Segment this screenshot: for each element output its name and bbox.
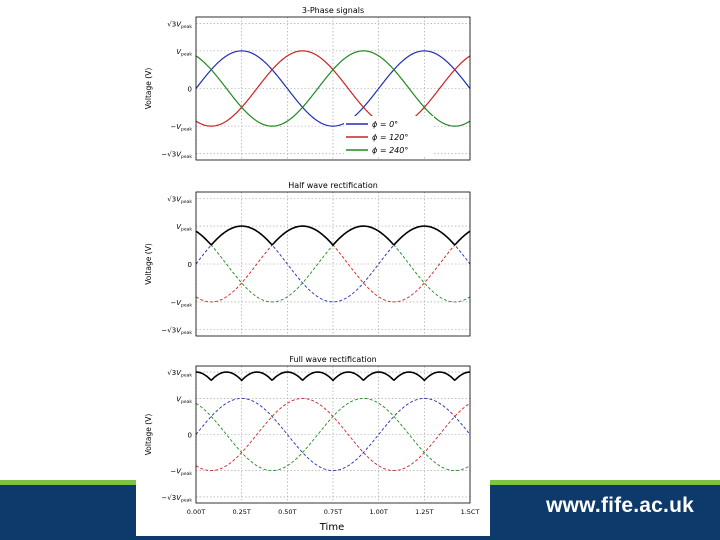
y-tick-label: 0 bbox=[188, 261, 192, 269]
series-line-rectified bbox=[195, 371, 471, 382]
legend-label: ϕ = 0° bbox=[372, 120, 398, 129]
legend-label: ϕ = 240° bbox=[372, 146, 408, 155]
y-tick-label: √3Vpeak bbox=[167, 369, 192, 379]
y-tick-label: −Vpeak bbox=[170, 299, 192, 309]
y-tick-label: −√3Vpeak bbox=[161, 494, 192, 504]
y-axis-label: Voltage (V) bbox=[144, 243, 153, 285]
y-tick-label: Vpeak bbox=[176, 223, 192, 233]
chart-title: Full wave rectification bbox=[289, 355, 376, 364]
legend-label: ϕ = 120° bbox=[372, 133, 408, 142]
x-tick-label: 1.25T bbox=[415, 508, 433, 516]
three-phase-figure: 3-Phase signals Voltage (V) √3Vpeak Vpeak 0 −… bbox=[144, 6, 479, 533]
y-tick-label: Vpeak bbox=[176, 395, 192, 405]
x-tick-label: 0.75T bbox=[324, 508, 342, 516]
x-tick-label: 0.25T bbox=[232, 508, 250, 516]
chart-title: Half wave rectification bbox=[288, 181, 378, 190]
plot-frame bbox=[195, 191, 471, 337]
y-tick-label: 0 bbox=[188, 432, 192, 440]
x-tick-label: 0.50T bbox=[278, 508, 296, 516]
plot-half-wave-rectification: Half wave rectification Voltage (V) √3Vpea… bbox=[144, 181, 471, 337]
y-axis-label: Voltage (V) bbox=[144, 414, 153, 456]
series-line-phase-240 bbox=[195, 397, 471, 472]
series-line-rectified bbox=[195, 225, 471, 247]
plot-full-wave-rectification: Full wave rectification Voltage (V) √3Vpea… bbox=[144, 355, 479, 516]
y-tick-label: −Vpeak bbox=[170, 468, 192, 478]
y-axis-label: Voltage (V) bbox=[144, 68, 153, 110]
plot-frame bbox=[195, 365, 471, 504]
series-line-phase-0 bbox=[195, 50, 471, 127]
chart-title: 3-Phase signals bbox=[302, 6, 364, 15]
x-tick-label: 1.00T bbox=[369, 508, 387, 516]
series-line-phase-240 bbox=[195, 50, 471, 127]
y-tick-label: 0 bbox=[188, 86, 192, 94]
footer-url[interactable]: www.fife.ac.uk bbox=[546, 494, 694, 517]
y-tick-label: Vpeak bbox=[176, 48, 192, 58]
x-tick-label: 1.5CT bbox=[461, 508, 480, 516]
figure-panel: 3-Phase signals Voltage (V) √3Vpeak Vpeak 0 −… bbox=[136, 0, 490, 536]
plot-frame bbox=[195, 16, 471, 161]
x-axis-label: Time bbox=[319, 522, 344, 533]
y-tick-label: √3Vpeak bbox=[167, 195, 192, 205]
y-tick-label: −Vpeak bbox=[170, 123, 192, 133]
y-tick-label: √3Vpeak bbox=[167, 20, 192, 30]
y-tick-label: −√3Vpeak bbox=[161, 151, 192, 161]
plot-three-phase-signals: 3-Phase signals Voltage (V) √3Vpeak Vpeak 0 −… bbox=[144, 6, 471, 161]
y-tick-label: −√3Vpeak bbox=[161, 327, 192, 337]
x-tick-label: 0.00T bbox=[187, 508, 205, 516]
